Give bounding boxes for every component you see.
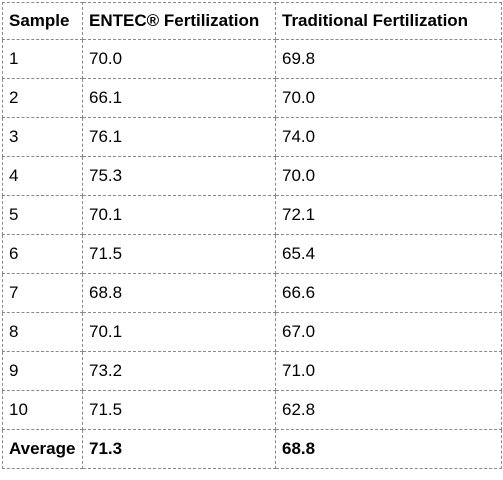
average-label-cell: Average (2, 429, 83, 469)
entec-value-cell: 68.8 (82, 273, 276, 313)
traditional-value-cell: 70.0 (275, 156, 502, 196)
entec-value-cell: 73.2 (82, 351, 276, 391)
table-row: 3 76.1 74.0 (2, 117, 502, 157)
table-row: 1 70.0 69.8 (2, 39, 502, 79)
header-entec-fertilization: ENTEC® Fertilization (82, 2, 276, 40)
sample-cell: 3 (2, 117, 83, 157)
sample-cell: 1 (2, 39, 83, 79)
traditional-value-cell: 69.8 (275, 39, 502, 79)
entec-value-cell: 70.0 (82, 39, 276, 79)
sample-cell: 9 (2, 351, 83, 391)
header-row: Sample ENTEC® Fertilization Traditional … (2, 2, 502, 40)
table-row: 6 71.5 65.4 (2, 234, 502, 274)
table-row: 9 73.2 71.0 (2, 351, 502, 391)
entec-value-cell: 71.5 (82, 390, 276, 430)
traditional-value-cell: 65.4 (275, 234, 502, 274)
entec-value-cell: 66.1 (82, 78, 276, 118)
traditional-value-cell: 71.0 (275, 351, 502, 391)
table-row: 8 70.1 67.0 (2, 312, 502, 352)
traditional-value-cell: 67.0 (275, 312, 502, 352)
traditional-average-cell: 68.8 (275, 429, 502, 469)
entec-average-cell: 71.3 (82, 429, 276, 469)
sample-cell: 5 (2, 195, 83, 235)
entec-value-cell: 75.3 (82, 156, 276, 196)
entec-value-cell: 70.1 (82, 312, 276, 352)
fertilization-comparison-table: Sample ENTEC® Fertilization Traditional … (2, 2, 502, 469)
sample-cell: 8 (2, 312, 83, 352)
sample-cell: 4 (2, 156, 83, 196)
traditional-value-cell: 74.0 (275, 117, 502, 157)
entec-value-cell: 70.1 (82, 195, 276, 235)
sample-cell: 6 (2, 234, 83, 274)
traditional-value-cell: 62.8 (275, 390, 502, 430)
header-sample: Sample (2, 2, 83, 40)
sample-cell: 10 (2, 390, 83, 430)
sample-cell: 7 (2, 273, 83, 313)
table-row: 10 71.5 62.8 (2, 390, 502, 430)
traditional-value-cell: 66.6 (275, 273, 502, 313)
header-traditional-fertilization: Traditional Fertilization (275, 2, 502, 40)
traditional-value-cell: 70.0 (275, 78, 502, 118)
traditional-value-cell: 72.1 (275, 195, 502, 235)
sample-cell: 2 (2, 78, 83, 118)
average-row: Average 71.3 68.8 (2, 429, 502, 469)
table-row: 2 66.1 70.0 (2, 78, 502, 118)
table-row: 5 70.1 72.1 (2, 195, 502, 235)
entec-value-cell: 76.1 (82, 117, 276, 157)
table-row: 7 68.8 66.6 (2, 273, 502, 313)
table-row: 4 75.3 70.0 (2, 156, 502, 196)
entec-value-cell: 71.5 (82, 234, 276, 274)
